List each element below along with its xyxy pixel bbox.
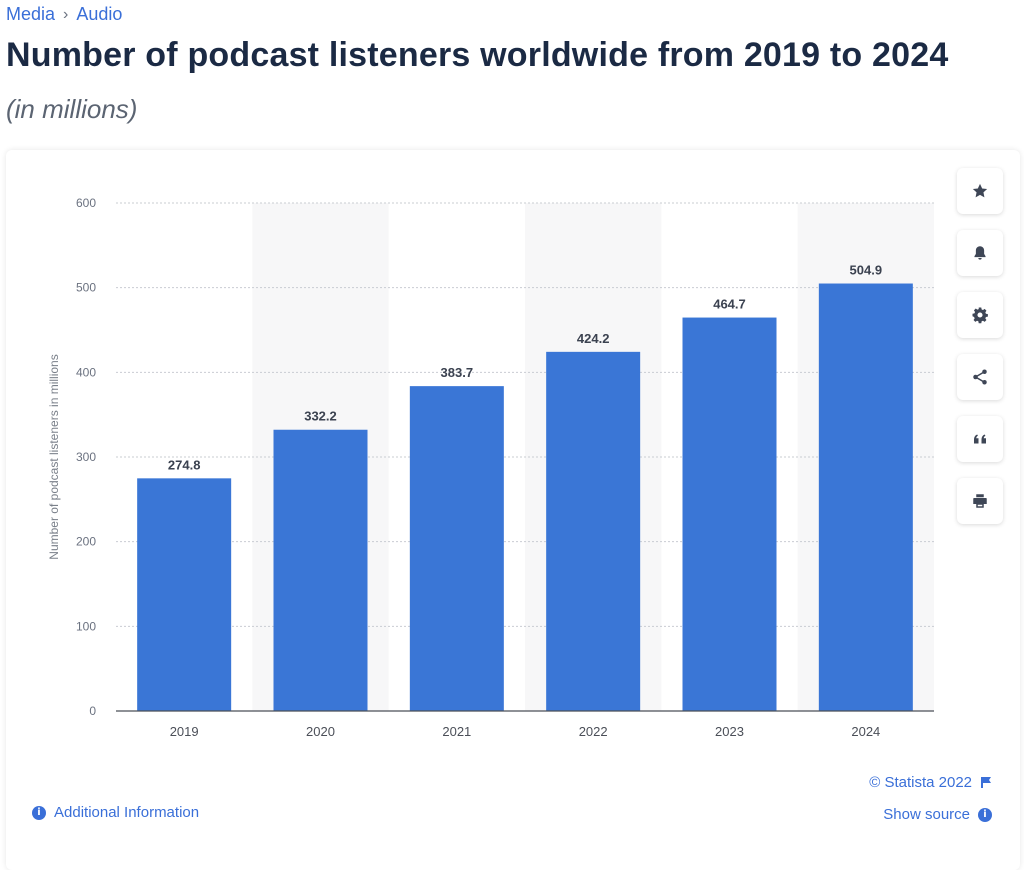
breadcrumb-audio[interactable]: Audio — [76, 4, 123, 24]
y-tick-label: 400 — [76, 365, 96, 379]
x-tick-label: 2019 — [170, 724, 199, 739]
x-tick-label: 2023 — [715, 724, 744, 739]
additional-information-label: Additional Information — [54, 804, 200, 821]
bar-2023 — [682, 317, 777, 711]
cite-button[interactable] — [957, 416, 1003, 462]
share-icon — [973, 369, 987, 385]
star-icon — [972, 183, 988, 198]
show-source-label: Show source — [883, 806, 970, 823]
quote-icon — [974, 434, 986, 444]
y-tick-label: 600 — [76, 196, 96, 210]
value-label: 464.7 — [713, 297, 746, 312]
bar-2024 — [818, 283, 913, 711]
info-icon: i — [32, 805, 46, 820]
share-button[interactable] — [957, 354, 1003, 400]
value-label: 424.2 — [577, 331, 610, 346]
bar-2019 — [137, 478, 232, 711]
side-toolbar — [957, 168, 1003, 524]
x-tick-label: 2020 — [306, 724, 335, 739]
breadcrumb-media[interactable]: Media — [6, 4, 56, 24]
copyright-text: © Statista 2022 — [869, 774, 972, 791]
breadcrumb: Media › Audio — [6, 4, 122, 25]
bar-2020 — [273, 429, 368, 711]
additional-information-link[interactable]: i Additional Information — [32, 804, 199, 821]
bars — [137, 283, 913, 711]
value-label: 383.7 — [441, 365, 474, 380]
print-icon — [973, 494, 987, 508]
grid-lines — [116, 202, 934, 627]
gear-icon — [972, 307, 988, 324]
favorite-button[interactable] — [957, 168, 1003, 214]
bar-2022 — [546, 351, 641, 711]
value-label: 504.9 — [850, 263, 883, 278]
info-icon: i — [978, 807, 992, 822]
show-source-link[interactable]: Show source i — [883, 806, 992, 823]
bar-2021 — [409, 386, 504, 711]
y-tick-label: 300 — [76, 450, 96, 464]
y-axis-ticks: 0 100 200 300 400 500 600 — [76, 196, 96, 718]
settings-button[interactable] — [957, 292, 1003, 338]
notification-button[interactable] — [957, 230, 1003, 276]
x-axis-ticks: 2019 2020 2021 2022 2023 2024 — [170, 724, 881, 739]
flag-icon[interactable] — [980, 776, 992, 789]
y-tick-label: 200 — [76, 535, 96, 549]
y-tick-label: 100 — [76, 619, 96, 633]
bell-icon — [974, 246, 986, 260]
breadcrumb-separator: › — [63, 5, 69, 23]
print-button[interactable] — [957, 478, 1003, 524]
bar-chart: 0 100 200 300 400 500 600 274.8 332.2 383.7 424.2… — [47, 196, 934, 739]
y-axis-label: Number of podcast listeners in millions — [47, 354, 61, 559]
page-subtitle: (in millions) — [6, 94, 138, 124]
x-tick-label: 2024 — [851, 724, 880, 739]
x-tick-label: 2021 — [442, 724, 471, 739]
y-tick-label: 500 — [76, 281, 96, 295]
page-title: Number of podcast listeners worldwide fr… — [6, 36, 949, 74]
value-label: 332.2 — [304, 409, 337, 424]
x-tick-label: 2022 — [579, 724, 608, 739]
y-tick-label: 0 — [89, 704, 96, 718]
copyright-notice: © Statista 2022 — [869, 774, 992, 791]
value-labels: 274.8 332.2 383.7 424.2 464.7 504.9 — [168, 263, 882, 473]
value-label: 274.8 — [168, 457, 201, 472]
